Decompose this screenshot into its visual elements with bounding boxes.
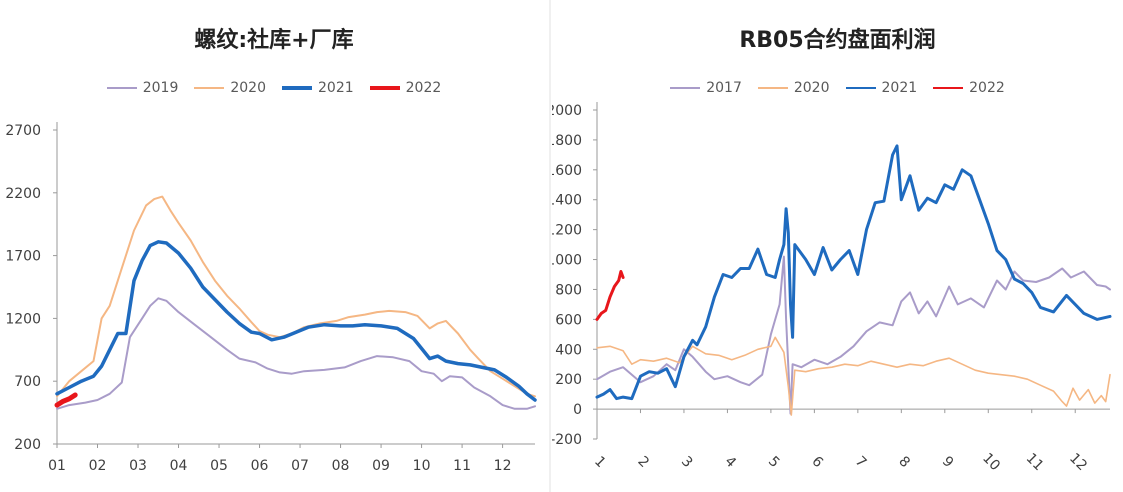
- x-tick-label: 7: [852, 453, 870, 471]
- x-tick-label: 06: [251, 458, 269, 474]
- x-tick-label: 11: [453, 458, 471, 474]
- legend-label: 2019: [142, 80, 179, 96]
- x-tick-label: 5: [765, 453, 783, 471]
- legend-swatch: [194, 87, 225, 89]
- legend-swatch: [106, 87, 137, 89]
- y-tick-label: 1200: [552, 223, 582, 239]
- x-tick-label: 11: [1023, 450, 1047, 474]
- series-line-2022: [54, 392, 78, 408]
- x-tick-label: 08: [332, 458, 350, 474]
- y-tick-label: 0: [573, 402, 582, 418]
- y-tick-label: 200: [555, 372, 582, 388]
- legend-item: 2020: [194, 80, 266, 96]
- legend-item: 2017: [670, 80, 742, 96]
- y-tick-label: 1400: [552, 193, 582, 209]
- legend-label: 2017: [706, 80, 742, 96]
- series-line-2020: [596, 336, 1111, 416]
- legend-item: 2022: [933, 80, 1005, 96]
- x-tick-label: 1: [591, 453, 609, 471]
- legend-label: 2022: [969, 80, 1005, 96]
- y-tick-label: 1800: [552, 133, 582, 149]
- x-tick-label: 6: [808, 453, 826, 471]
- y-tick-label: -200: [552, 432, 582, 448]
- y-tick-label: 2700: [5, 123, 41, 139]
- chart-title: 螺纹:社库+厂库: [194, 28, 354, 53]
- y-tick-label: 200: [14, 437, 41, 453]
- x-tick-label: 3: [678, 453, 696, 471]
- y-tick-label: 1600: [552, 163, 582, 179]
- x-tick-label: 07: [291, 458, 309, 474]
- y-tick-label: 1700: [5, 249, 41, 265]
- legend-item: 2020: [757, 80, 830, 96]
- x-tick-label: 09: [372, 458, 390, 474]
- x-tick-label: 12: [494, 458, 512, 474]
- legend-label: 2021: [318, 80, 354, 96]
- y-tick-label: 2200: [5, 186, 41, 202]
- series-line-2020: [56, 195, 536, 398]
- y-tick-label: 700: [14, 374, 41, 390]
- left-chart-panel: 螺纹:社库+厂库 2019 2020 2021 2022 200 700 1200 1700…: [0, 0, 548, 492]
- chart-legend: 2019 2020 2021 2022: [0, 80, 548, 96]
- x-tick-label: 4: [721, 453, 739, 471]
- profit-line-chart: -200 0 200 400 600 800 1000 1200 1400 1600 1800 200…: [552, 102, 1112, 474]
- legend-label: 2021: [881, 80, 918, 96]
- legend-label: 2020: [793, 80, 830, 96]
- x-tick-label: 10: [979, 450, 1003, 474]
- legend-label: 2022: [405, 80, 442, 96]
- x-tick-label: 03: [129, 458, 147, 474]
- legend-item: 2019: [106, 80, 179, 96]
- panel-divider: [549, 0, 551, 492]
- x-tick-label: 12: [1066, 450, 1090, 474]
- x-tick-label: 02: [89, 458, 107, 474]
- chart-title: RB05合约盘面利润: [739, 28, 936, 53]
- series-line-2021: [595, 144, 1112, 401]
- y-tick-label: 800: [555, 282, 582, 298]
- x-tick-label: 05: [210, 458, 228, 474]
- x-tick-label: 8: [895, 453, 913, 471]
- legend-swatch: [369, 86, 400, 90]
- series-line-2019: [56, 297, 536, 410]
- y-tick-label: 1200: [5, 311, 41, 327]
- legend-item: 2021: [845, 80, 918, 96]
- x-tick-label: 04: [170, 458, 188, 474]
- x-tick-label: 9: [939, 453, 957, 471]
- legend-swatch: [757, 87, 788, 89]
- legend-label: 2020: [230, 80, 266, 96]
- stock-line-chart: 200 700 1200 1700 2200 2700 01 02 03 04 05 06 07 08 09…: [5, 122, 537, 474]
- y-tick-label: 1000: [552, 253, 582, 269]
- x-tick-label: 01: [48, 458, 66, 474]
- series-line-2022: [595, 270, 625, 321]
- legend-swatch: [670, 87, 701, 89]
- legend-item: 2021: [282, 80, 354, 96]
- legend-swatch: [845, 87, 876, 89]
- series-line-2017: [596, 255, 1111, 415]
- x-tick-label: 10: [413, 458, 431, 474]
- chart-legend: 2017 2020 2021 2022: [552, 80, 1123, 96]
- x-tick-label: 2: [634, 453, 652, 471]
- y-tick-label: 400: [555, 342, 582, 358]
- y-tick-label: 600: [555, 312, 582, 328]
- legend-swatch: [933, 87, 964, 89]
- legend-item: 2022: [369, 80, 442, 96]
- legend-swatch: [282, 86, 312, 90]
- right-chart-panel: RB05合约盘面利润 2017 2020 2021 2022 -200 0 200 400 6…: [552, 0, 1123, 492]
- series-line-2021: [55, 240, 537, 402]
